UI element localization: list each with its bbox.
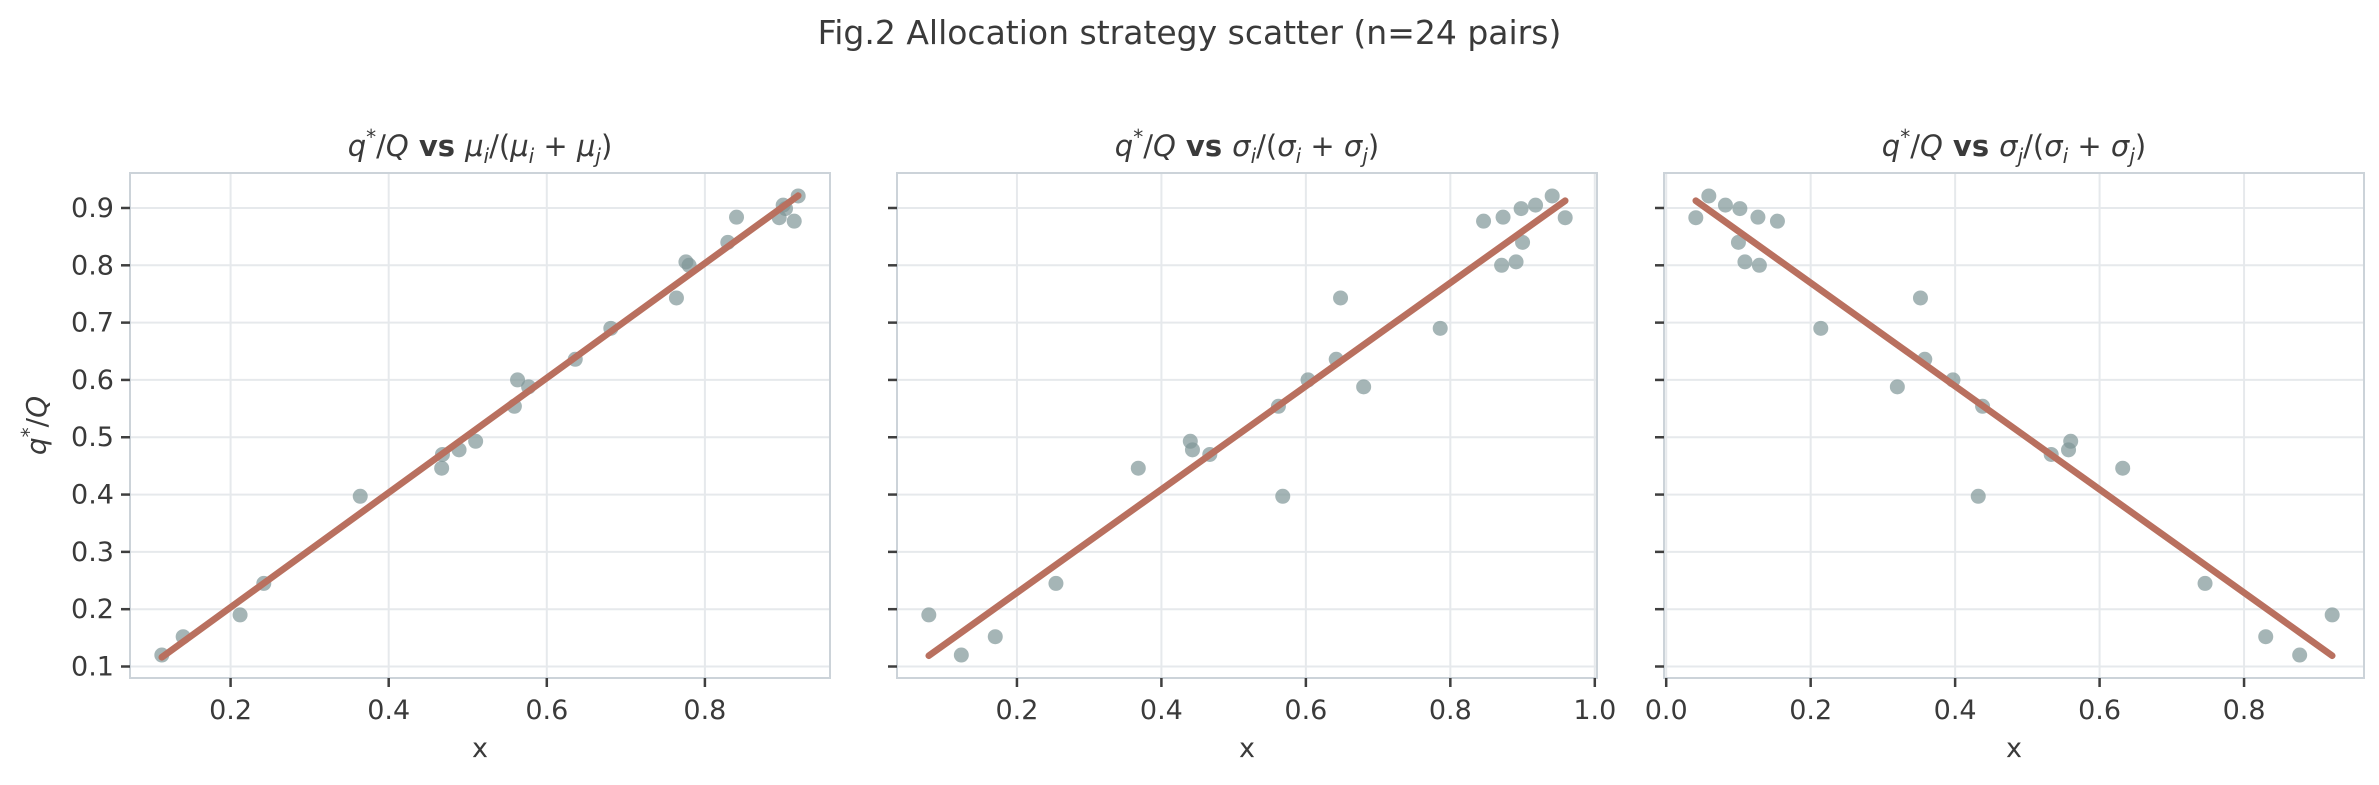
- scatter-point: [2292, 647, 2308, 663]
- y-tick-label: 0.6: [71, 365, 114, 396]
- x-tick-label: 0.4: [367, 695, 410, 726]
- scatter-point: [232, 607, 248, 623]
- scatter-point: [1515, 234, 1531, 250]
- scatter-point: [2115, 460, 2131, 476]
- y-tick-label: 0.4: [71, 480, 114, 511]
- scatter-point: [1813, 320, 1829, 336]
- scatter-point: [1476, 213, 1492, 229]
- y-tick-label: 0.8: [71, 250, 114, 281]
- scatter-point: [1769, 213, 1785, 229]
- panel-axes-sigma-j-ratio: 0.0 0.2 0.4 0.6 0.8 q*/Q vs σj/(σi + σj) x: [1645, 125, 2365, 764]
- scatter-point: [1508, 254, 1524, 270]
- scatter-point: [1889, 379, 1905, 395]
- x-tick-label: 0.0: [1645, 695, 1688, 726]
- scatter-point: [2258, 629, 2274, 645]
- scatter-point: [1730, 234, 1746, 250]
- y-tick-label: 0.2: [71, 594, 114, 625]
- scatter-point: [729, 209, 745, 225]
- axes-frame: [1663, 172, 2365, 679]
- scatter-point: [1701, 188, 1717, 204]
- x-tick-label: 0.6: [2078, 695, 2121, 726]
- y-axis-label: q*/Q: [17, 396, 53, 455]
- scatter-point: [1737, 254, 1753, 270]
- x-tick-label: 0.2: [1789, 695, 1832, 726]
- scatter-point: [1717, 197, 1733, 213]
- y-tick-label: 0.1: [71, 652, 114, 683]
- scatter-point: [1356, 379, 1372, 395]
- x-tick-label: 1.0: [1573, 695, 1616, 726]
- fit-line: [925, 197, 1569, 660]
- scatter-point: [1557, 210, 1573, 226]
- scatter-point: [921, 607, 937, 623]
- x-axis-label: x: [2006, 733, 2022, 764]
- scatter-point: [1544, 188, 1560, 204]
- x-tick-label: 0.4: [1140, 695, 1183, 726]
- y-tick-label: 0.7: [71, 308, 114, 339]
- scatter-point: [1912, 290, 1928, 306]
- scatter-point: [510, 372, 526, 388]
- scatter-point: [2063, 433, 2079, 449]
- x-tick-label: 0.6: [1284, 695, 1327, 726]
- x-tick-label: 0.8: [683, 695, 726, 726]
- x-axis-label: x: [472, 733, 488, 764]
- scatter-point: [668, 290, 684, 306]
- figure-title: Fig.2 Allocation strategy scatter (n=24 …: [817, 13, 1562, 52]
- x-tick-label: 0.2: [995, 695, 1038, 726]
- scatter-point: [1750, 209, 1766, 225]
- panel-axes-sigma-i-ratio: 0.2 0.4 0.6 0.8 1.0 q*/Q vs σi/(σi + σj) x: [888, 125, 1616, 764]
- panel-title: q*/Q vs μi/(μi + μj): [348, 125, 613, 168]
- scatter-point: [678, 254, 694, 270]
- scatter-point: [1494, 257, 1510, 273]
- scatter-point: [468, 433, 484, 449]
- x-tick-label: 0.6: [525, 695, 568, 726]
- scatter-point: [2324, 607, 2340, 623]
- scatter-point: [1333, 290, 1349, 306]
- scatter-point: [1751, 257, 1767, 273]
- scatter-point: [1182, 433, 1198, 449]
- x-tick-label: 0.2: [209, 695, 252, 726]
- y-tick-label: 0.9: [71, 193, 114, 224]
- panel-axes-mu-ratio: 0.2 0.4 0.6 0.8 0.1 0.2 0.3 0.4 0.5 0.6 0.7 0.8 0.9 q…: [17, 125, 831, 764]
- axes-frame: [129, 172, 831, 679]
- x-tick-label: 0.4: [1934, 695, 1977, 726]
- x-tick-label: 0.8: [2223, 695, 2266, 726]
- scatter-point: [1130, 460, 1146, 476]
- scatter-point: [1495, 209, 1511, 225]
- fit-line: [158, 192, 802, 661]
- scatter-point: [2197, 575, 2213, 591]
- scatter-point: [987, 629, 1003, 645]
- x-tick-label: 0.8: [1429, 695, 1472, 726]
- y-tick-label: 0.5: [71, 422, 114, 453]
- scatter-point: [1513, 201, 1529, 217]
- scatter-point: [1688, 210, 1704, 226]
- y-tick-label: 0.3: [71, 537, 114, 568]
- x-axis-label: x: [1239, 733, 1255, 764]
- scatter-point: [1048, 575, 1064, 591]
- panel-title: q*/Q vs σi/(σi + σj): [1115, 125, 1379, 168]
- scatter-point: [434, 460, 450, 476]
- scatter-point: [1732, 201, 1748, 217]
- scatter-point: [1970, 488, 1986, 504]
- scatter-point: [953, 647, 969, 663]
- scatter-point: [352, 488, 368, 504]
- fit-line: [1692, 197, 2336, 660]
- panel-title: q*/Q vs σj/(σi + σj): [1882, 125, 2146, 168]
- scatter-point: [1275, 488, 1291, 504]
- scatter-point: [1528, 197, 1544, 213]
- axes-frame: [896, 172, 1598, 679]
- scatter-point: [786, 213, 802, 229]
- scatter-point: [1432, 320, 1448, 336]
